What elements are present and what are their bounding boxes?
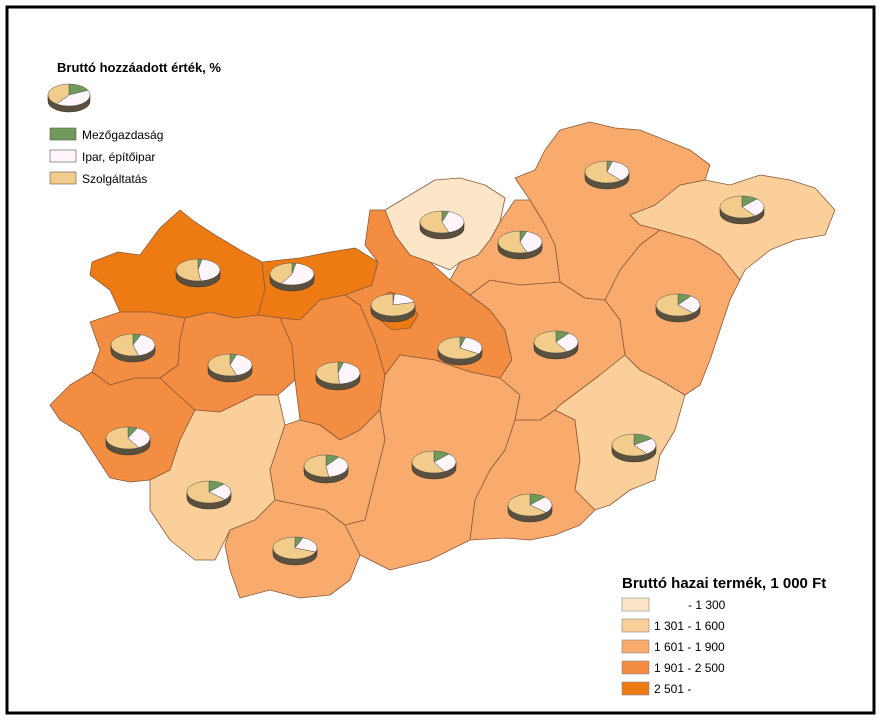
pie-nograd-industry-slice bbox=[441, 211, 465, 233]
gdp-swatch-1 bbox=[621, 597, 650, 612]
pie-baranya-industry-slice bbox=[294, 537, 318, 553]
pie-bacs-services-slice bbox=[411, 450, 446, 474]
gdp-label-3: 1 601 - 1 900 bbox=[654, 640, 725, 654]
pie-pest-services-slice bbox=[437, 336, 480, 360]
legend-item-industry: Ipar, építőipar bbox=[49, 149, 155, 164]
pie-komarom-industry-slice bbox=[280, 262, 315, 286]
pie-veszprem-industry-slice bbox=[229, 354, 253, 376]
pie-bacs-industry-slice bbox=[433, 453, 457, 472]
legend-pie-chart bbox=[47, 83, 91, 113]
legend-item-services: Szolgáltatás bbox=[49, 171, 147, 186]
pie-csongrad bbox=[507, 493, 553, 523]
legend-pie-icon bbox=[47, 83, 91, 113]
pie-pest bbox=[437, 336, 483, 366]
pie-veszprem bbox=[207, 353, 253, 383]
pie-csongrad-industry-slice bbox=[529, 496, 553, 513]
gdp-legend-title: Bruttó hazai termék, 1 000 Ft bbox=[622, 575, 826, 592]
pie-fejer-services-slice bbox=[315, 361, 340, 385]
pie-komarom-services-slice bbox=[269, 262, 293, 284]
pie-gyor bbox=[175, 258, 221, 288]
pie-vas-services-slice bbox=[110, 333, 139, 357]
pie-heves bbox=[497, 230, 543, 260]
county-bekes[interactable] bbox=[554, 354, 686, 511]
pie-vas bbox=[110, 333, 156, 363]
pie-budapest bbox=[370, 293, 416, 323]
pie-somogy bbox=[186, 480, 232, 510]
gdp-label-1: - 1 300 bbox=[688, 598, 726, 612]
pie-budapest-services-slice bbox=[370, 293, 416, 317]
industry-swatch-icon bbox=[49, 149, 77, 163]
legend-label-services: Szolgáltatás bbox=[82, 172, 147, 186]
gdp-label-5: 2 501 - bbox=[654, 682, 691, 696]
pie-tolna bbox=[303, 454, 349, 484]
pie-hajdu bbox=[655, 293, 701, 323]
pie-legend-title: Bruttó hozzáadott érték, % bbox=[57, 60, 221, 75]
pie-hajdu-services-slice bbox=[655, 293, 694, 317]
pie-borsod bbox=[584, 160, 630, 190]
pie-nograd-services-slice bbox=[419, 210, 450, 234]
gdp-class-3: 1 601 - 1 900 bbox=[621, 639, 725, 654]
pie-szabolcs-industry-slice bbox=[741, 198, 765, 217]
pie-szabolcs bbox=[719, 195, 765, 225]
pie-tolna-industry-slice bbox=[325, 456, 349, 478]
pie-heves-services-slice bbox=[497, 230, 528, 254]
pie-legend: Bruttó hozzáadott érték, % Mezőgazdaság … bbox=[47, 60, 221, 186]
pie-bekes-industry-slice bbox=[633, 438, 657, 455]
pie-bekes bbox=[611, 433, 657, 463]
legend-pie-chart-industry-slice bbox=[56, 90, 91, 107]
pie-zala-services-slice bbox=[105, 426, 140, 450]
pie-gyor-services-slice bbox=[175, 258, 202, 282]
gdp-legend: Bruttó hazai termék, 1 000 Ft - 1 300 1 … bbox=[621, 575, 826, 696]
pie-fejer-industry-slice bbox=[337, 362, 361, 385]
pie-somogy-industry-slice bbox=[208, 483, 232, 500]
pie-fejer bbox=[315, 361, 361, 391]
pie-somogy-services-slice bbox=[186, 480, 226, 504]
gdp-class-1: - 1 300 bbox=[621, 597, 726, 612]
pie-baranya-services-slice bbox=[272, 536, 316, 560]
pie-chart-layer bbox=[105, 160, 765, 566]
pie-baranya bbox=[272, 536, 318, 566]
pie-nograd bbox=[419, 210, 465, 240]
pie-jasz-services-slice bbox=[533, 330, 568, 354]
legend-item-agriculture: Mezőgazdaság bbox=[49, 127, 163, 142]
pie-veszprem-services-slice bbox=[207, 353, 238, 377]
pie-jasz-industry-slice bbox=[555, 332, 579, 352]
gdp-class-4: 1 901 - 2 500 bbox=[621, 660, 725, 675]
pie-vas-industry-slice bbox=[132, 334, 156, 356]
gdp-label-4: 1 901 - 2 500 bbox=[654, 661, 725, 675]
pie-zala bbox=[105, 426, 151, 456]
gdp-swatch-5 bbox=[621, 681, 650, 696]
pie-csongrad-services-slice bbox=[507, 493, 547, 517]
pie-borsod-industry-slice bbox=[606, 161, 630, 181]
pie-bacs bbox=[411, 450, 457, 480]
pie-gyor-industry-slice bbox=[197, 258, 221, 282]
legend-pie-chart-services-slice bbox=[47, 83, 70, 105]
pie-jasz bbox=[533, 330, 579, 360]
pie-komarom bbox=[269, 262, 315, 292]
gdp-swatch-2 bbox=[621, 618, 650, 633]
pie-heves-industry-slice bbox=[519, 231, 543, 253]
pie-borsod-services-slice bbox=[584, 160, 622, 184]
pie-tolna-services-slice bbox=[303, 454, 330, 478]
gdp-swatch-4 bbox=[621, 660, 650, 675]
county-map bbox=[49, 121, 836, 599]
agriculture-swatch-icon bbox=[49, 127, 77, 141]
legend-label-industry: Ipar, építőipar bbox=[82, 150, 155, 164]
gdp-class-2: 1 301 - 1 600 bbox=[621, 618, 725, 633]
gdp-swatch-3 bbox=[621, 639, 650, 654]
services-swatch-icon bbox=[49, 171, 77, 185]
gdp-label-2: 1 301 - 1 600 bbox=[654, 619, 725, 633]
legend-label-agriculture: Mezőgazdaság bbox=[82, 128, 163, 142]
pie-pest-industry-slice bbox=[459, 337, 483, 355]
pie-bekes-services-slice bbox=[611, 433, 648, 457]
pie-hajdu-industry-slice bbox=[677, 295, 701, 314]
pie-szabolcs-services-slice bbox=[719, 195, 756, 219]
gdp-class-5: 2 501 - bbox=[621, 681, 691, 696]
